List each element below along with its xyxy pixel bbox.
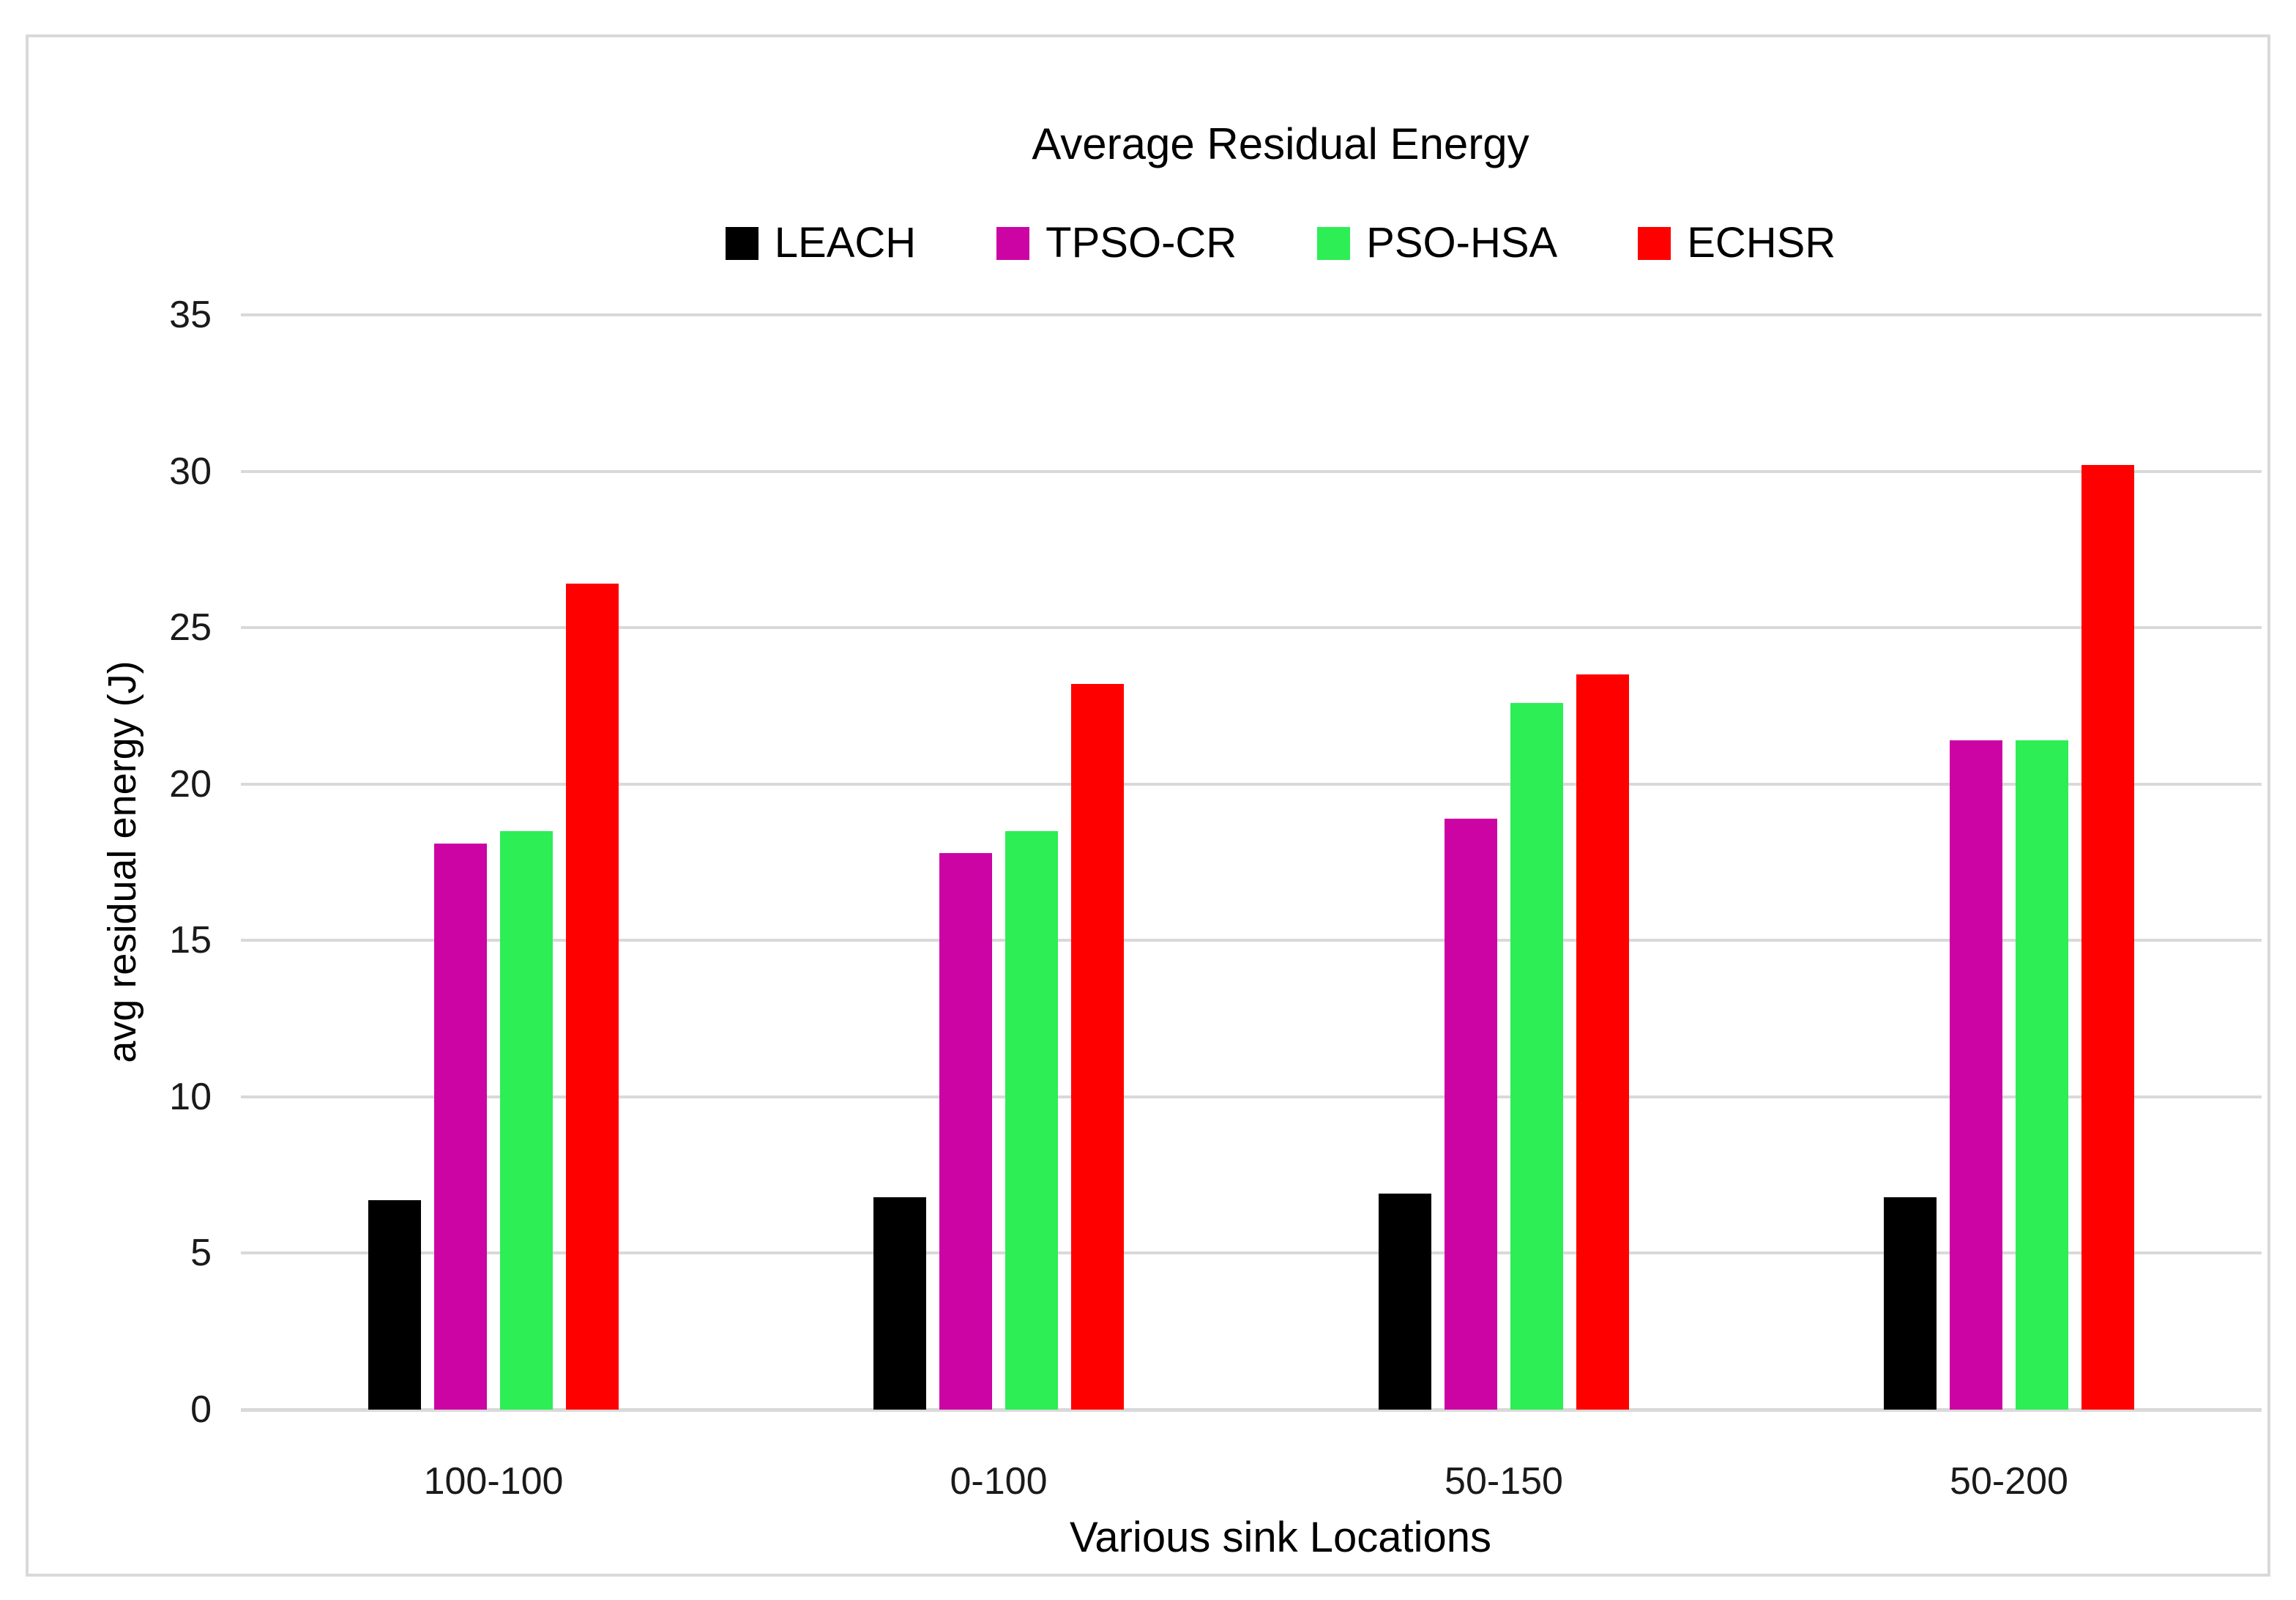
bar-echsr-50-200 xyxy=(2081,465,2134,1410)
bar-leach-100-100 xyxy=(368,1199,421,1410)
legend-label-pso-hsa: PSO-HSA xyxy=(1366,219,1558,267)
legend-label-echsr: ECHSR xyxy=(1687,219,1836,267)
gridline-15 xyxy=(241,939,2262,942)
legend-item-pso-hsa: PSO-HSA xyxy=(1317,219,1557,267)
legend-item-leach: LEACH xyxy=(725,219,917,267)
y-tick-25: 25 xyxy=(169,606,212,650)
y-tick-30: 30 xyxy=(169,450,212,493)
bar-echsr-50-150 xyxy=(1576,674,1629,1410)
gridline-25 xyxy=(241,626,2262,630)
x-axis-title: Various sink Locations xyxy=(1069,1514,1491,1561)
legend-item-tpso-cr: TPSO-CR xyxy=(996,219,1237,267)
bar-pso-hsa-50-150 xyxy=(1510,702,1563,1410)
x-tick-50-150: 50-150 xyxy=(1445,1460,1563,1503)
x-axis-baseline xyxy=(241,1408,2262,1412)
legend-swatch-leach xyxy=(725,226,758,260)
bar-echsr-100-100 xyxy=(566,584,619,1410)
bar-tpso-cr-50-150 xyxy=(1445,818,1497,1410)
bar-leach-50-150 xyxy=(1379,1194,1431,1410)
bar-tpso-cr-100-100 xyxy=(434,843,487,1410)
legend-swatch-pso-hsa xyxy=(1317,226,1351,260)
y-tick-0: 0 xyxy=(190,1388,212,1431)
legend-swatch-echsr xyxy=(1638,226,1671,260)
bar-pso-hsa-0-100 xyxy=(1005,830,1058,1410)
gridline-20 xyxy=(241,782,2262,786)
x-tick-0-100: 0-100 xyxy=(950,1460,1048,1503)
x-tick-100-100: 100-100 xyxy=(423,1460,564,1503)
y-axis-title: avg residual energy (J) xyxy=(100,661,144,1063)
bar-tpso-cr-0-100 xyxy=(939,852,992,1410)
legend-swatch-tpso-cr xyxy=(996,226,1030,260)
gridline-5 xyxy=(241,1251,2262,1255)
y-tick-5: 5 xyxy=(190,1232,212,1275)
x-tick-50-200: 50-200 xyxy=(1950,1460,2068,1503)
y-tick-35: 35 xyxy=(169,294,212,336)
plot-area xyxy=(241,313,2262,1412)
bar-pso-hsa-50-200 xyxy=(2016,740,2068,1410)
bar-leach-0-100 xyxy=(873,1197,926,1410)
bar-leach-50-200 xyxy=(1884,1197,1937,1410)
gridline-10 xyxy=(241,1095,2262,1098)
legend-label-leach: LEACH xyxy=(774,219,917,267)
gridline-35 xyxy=(241,313,2262,316)
bar-echsr-0-100 xyxy=(1071,684,1124,1410)
chart-legend: LEACH TPSO-CR PSO-HSA ECHSR xyxy=(270,219,2291,267)
y-tick-20: 20 xyxy=(169,762,212,805)
chart-title: Average Residual Energy xyxy=(1032,119,1529,168)
gridline-30 xyxy=(241,469,2262,473)
bar-tpso-cr-50-200 xyxy=(1950,740,2002,1410)
bar-pso-hsa-100-100 xyxy=(500,830,553,1410)
y-tick-10: 10 xyxy=(169,1075,212,1118)
legend-item-echsr: ECHSR xyxy=(1638,219,1835,267)
y-tick-15: 15 xyxy=(169,919,212,962)
chart-border: Average Residual Energy LEACH TPSO-CR PSO-… xyxy=(26,34,2270,1577)
legend-label-tpso-cr: TPSO-CR xyxy=(1046,219,1237,267)
